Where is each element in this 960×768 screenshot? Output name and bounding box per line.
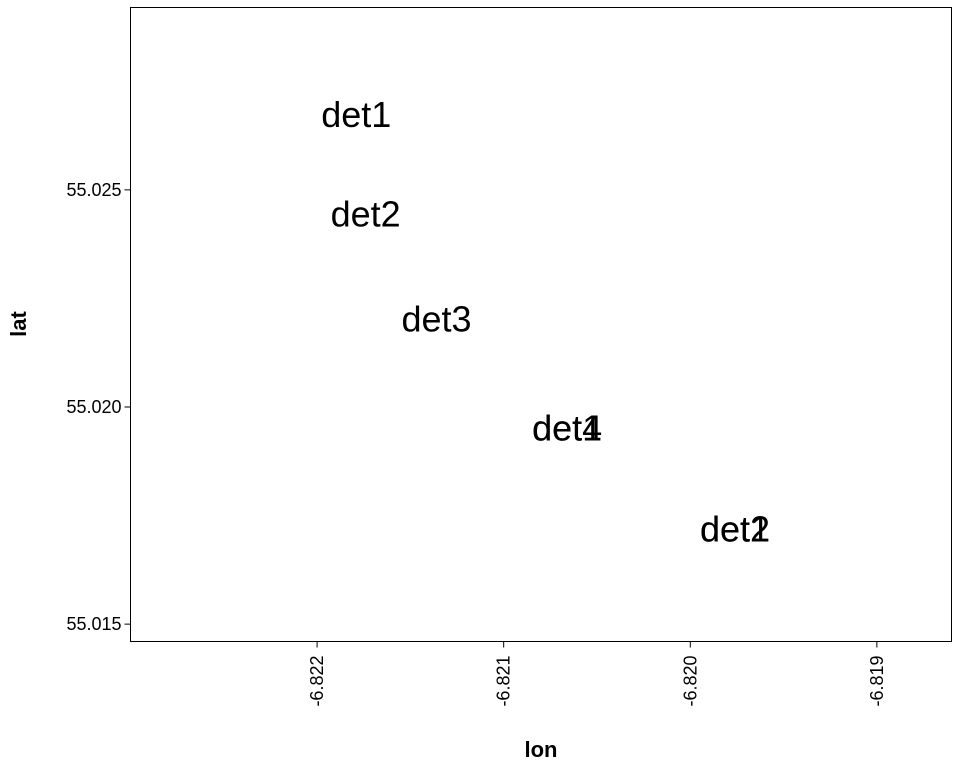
point-label: det2	[331, 194, 401, 235]
point-label: det1	[700, 508, 770, 549]
x-tick-label: -6.819	[867, 656, 887, 707]
point-label: det1	[532, 407, 602, 448]
x-tick-label: -6.822	[307, 656, 327, 707]
plot-panel	[130, 7, 952, 642]
x-tick-label: -6.821	[494, 656, 514, 707]
point-label: det1	[321, 94, 391, 135]
y-axis: 55.015 55.020 55.025	[66, 180, 131, 634]
y-tick-label: 55.025	[66, 180, 121, 200]
x-tick-label: -6.820	[680, 656, 700, 707]
y-axis-title: lat	[6, 310, 31, 336]
point-label: det2	[700, 508, 770, 549]
point-label: det4	[532, 407, 602, 448]
point-label: det3	[401, 298, 471, 339]
y-tick-label: 55.020	[66, 397, 121, 417]
y-tick-label: 55.015	[66, 614, 121, 634]
x-axis: -6.822 -6.821 -6.820 -6.819	[307, 641, 887, 707]
x-axis-title: lon	[525, 737, 558, 762]
